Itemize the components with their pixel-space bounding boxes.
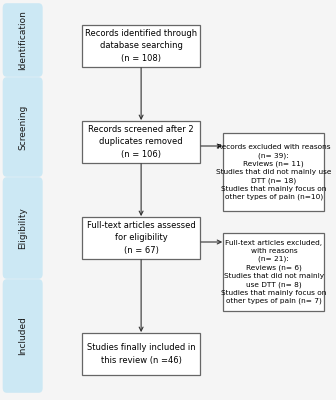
Text: Records screened after 2
duplicates removed
(n = 106): Records screened after 2 duplicates remo… xyxy=(88,125,194,159)
FancyBboxPatch shape xyxy=(223,233,324,311)
FancyBboxPatch shape xyxy=(82,25,200,67)
Text: Identification: Identification xyxy=(18,10,27,70)
FancyBboxPatch shape xyxy=(223,133,324,211)
Text: Screening: Screening xyxy=(18,104,27,150)
Text: Records excluded with reasons
(n= 39):
Reviews (n= 11)
Studies that did not main: Records excluded with reasons (n= 39): R… xyxy=(216,144,332,200)
FancyBboxPatch shape xyxy=(82,333,200,375)
Text: Included: Included xyxy=(18,316,27,356)
FancyBboxPatch shape xyxy=(3,3,43,77)
FancyBboxPatch shape xyxy=(82,121,200,163)
Text: Studies finally included in
this review (n =46): Studies finally included in this review … xyxy=(87,344,196,364)
Text: Eligibility: Eligibility xyxy=(18,207,27,249)
FancyBboxPatch shape xyxy=(3,77,43,177)
Text: Full-text articles assessed
for eligibility
(n = 67): Full-text articles assessed for eligibil… xyxy=(87,221,196,255)
Text: Full-text articles excluded,
with reasons
(n= 21):
Reviews (n= 6)
Studies that d: Full-text articles excluded, with reason… xyxy=(221,240,327,304)
FancyBboxPatch shape xyxy=(3,279,43,393)
FancyBboxPatch shape xyxy=(82,217,200,259)
Text: Records identified through
database searching
(n = 108): Records identified through database sear… xyxy=(85,29,197,63)
FancyBboxPatch shape xyxy=(3,177,43,279)
